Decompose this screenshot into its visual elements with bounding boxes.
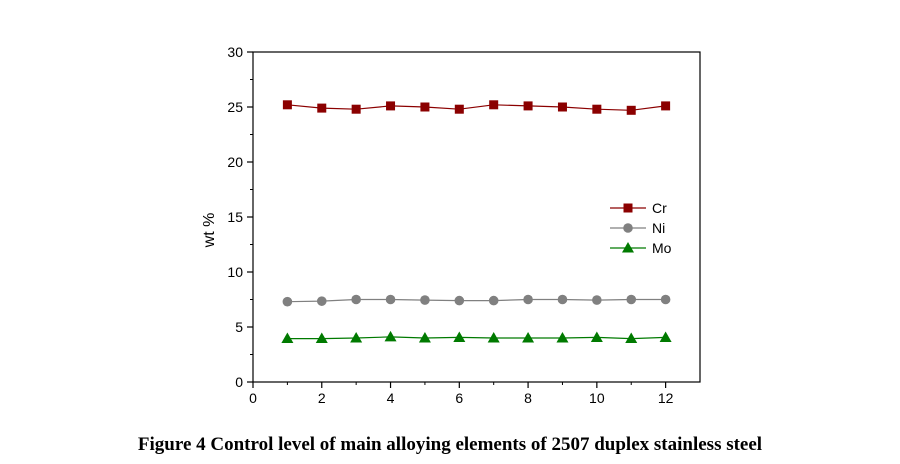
series-cr-point [317, 103, 327, 113]
series-cr-point [626, 105, 636, 115]
x-tick-label: 6 [455, 390, 463, 406]
series-ni [282, 294, 671, 307]
series-cr-point [454, 104, 464, 114]
x-tick-label: 8 [524, 390, 532, 406]
x-tick-label: 12 [658, 390, 674, 406]
series-ni-line [287, 298, 666, 303]
series-ni-point [488, 295, 499, 306]
series-cr [282, 100, 671, 115]
series-cr-line [287, 104, 666, 111]
series-ni-point [282, 296, 293, 307]
series-cr-point [557, 102, 567, 112]
y-tick-label: 0 [235, 374, 243, 390]
series-mo-line [287, 336, 666, 340]
legend-label-mo: Mo [652, 240, 672, 256]
y-axis-label: wt % [201, 213, 218, 249]
series-cr-point [489, 100, 499, 110]
x-tick-label: 0 [249, 390, 257, 406]
x-tick-label: 10 [589, 390, 605, 406]
series-mo-point [522, 332, 535, 343]
x-tick-label: 2 [318, 390, 326, 406]
series-ni-point [454, 295, 465, 306]
series-ni-point [660, 294, 671, 305]
legend-label-cr: Cr [652, 200, 667, 216]
legend: Cr Ni Mo [610, 200, 672, 256]
series-cr-point [661, 101, 671, 111]
series-cr-point [592, 104, 602, 114]
series-cr-point [282, 100, 292, 110]
series-mo-point [453, 331, 466, 342]
series-mo-point [625, 332, 638, 344]
series-ni-point [351, 294, 361, 305]
y-tick-label: 10 [227, 264, 243, 280]
series-mo-point [281, 332, 294, 344]
series-ni-point [420, 295, 430, 305]
series-ni-point [385, 294, 396, 305]
legend-marker-ni [623, 223, 633, 233]
series-cr-point [523, 101, 533, 111]
legend-marker-cr [623, 203, 633, 213]
series-mo-point [590, 331, 603, 342]
series-ni-point [557, 294, 568, 305]
x-tick-label: 4 [387, 390, 395, 406]
series-ni-point [592, 295, 602, 305]
series-mo-point [556, 332, 569, 343]
series-mo-point [659, 331, 672, 342]
series-cr-point [386, 101, 396, 111]
y-tick-label: 5 [235, 319, 243, 335]
legend-marker-mo [622, 242, 634, 253]
series-ni-point [523, 294, 533, 305]
series-mo [281, 330, 672, 344]
figure-caption: Figure 4 Control level of main alloying … [137, 434, 763, 455]
series-mo-point [384, 330, 397, 342]
y-tick-label: 30 [227, 44, 243, 60]
series-ni-point [316, 296, 327, 306]
y-tick-label: 15 [227, 209, 243, 225]
legend-label-ni: Ni [652, 220, 665, 236]
y-tick-label: 20 [227, 154, 243, 170]
series-ni-point [626, 294, 637, 305]
series-mo-point [487, 332, 500, 343]
series-cr-point [420, 102, 430, 112]
y-tick-label: 25 [227, 99, 243, 115]
series-mo-point [315, 332, 328, 344]
series-layer [281, 100, 672, 344]
series-mo-point [350, 332, 363, 343]
series-mo-point [418, 332, 431, 343]
plot-frame [252, 51, 701, 383]
axes: 0 5 10 15 20 25 30 0 2 4 6 8 10 12 [227, 44, 673, 406]
series-cr-point [351, 104, 361, 114]
